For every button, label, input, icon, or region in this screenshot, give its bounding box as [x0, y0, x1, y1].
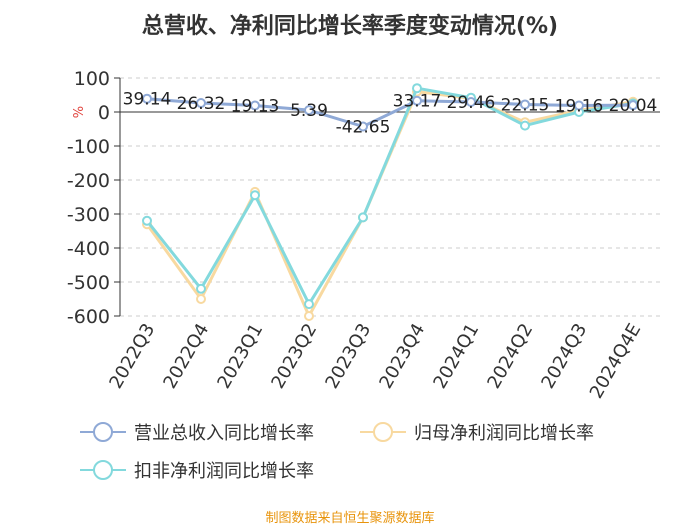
y-tick-label: -600	[67, 306, 110, 328]
data-point	[304, 299, 314, 310]
legend-swatch-marker	[373, 422, 393, 442]
x-tick-label: 2024Q3	[537, 320, 591, 392]
y-tick-label: 0	[98, 102, 110, 124]
data-label: 33.17	[393, 92, 442, 112]
data-point	[412, 95, 422, 106]
x-tick-label: 2023Q1	[213, 320, 267, 392]
data-label: 26.32	[177, 94, 226, 114]
data-point	[520, 120, 530, 131]
x-tick-label: 2023Q3	[321, 320, 375, 392]
x-tick-label: 2023Q4	[375, 320, 429, 392]
y-tick-label: -500	[67, 272, 110, 294]
y-tick-label: -400	[67, 238, 110, 260]
data-point	[196, 294, 206, 304]
data-point	[358, 121, 368, 132]
legend-label: 扣非净利润同比增长率	[134, 461, 314, 482]
y-unit-label: %	[72, 106, 87, 118]
y-tick-label: -100	[67, 136, 110, 158]
x-tick-label: 2022Q4	[159, 320, 213, 392]
legend-label: 归母净利润同比增长率	[414, 423, 594, 444]
data-label: 5.39	[290, 101, 328, 121]
series-lines	[142, 83, 638, 321]
data-point	[628, 100, 638, 111]
data-point	[466, 96, 476, 107]
data-point	[574, 100, 584, 111]
data-point	[142, 215, 152, 226]
legend-swatch-marker	[93, 422, 113, 442]
data-point	[250, 100, 260, 111]
data-label: 20.04	[609, 96, 658, 116]
legend-label: 营业总收入同比增长率	[134, 423, 314, 444]
x-tick-label: 2024Q2	[483, 320, 537, 392]
data-point	[250, 190, 260, 201]
chart-title: 总营收、净利同比增长率季度变动情况(%)	[141, 14, 559, 39]
data-point	[304, 105, 314, 116]
legend-swatch-marker	[93, 460, 113, 480]
y-tick-label: -200	[67, 170, 110, 192]
data-point	[412, 83, 422, 94]
data-label: 29.46	[447, 93, 496, 113]
x-tick-label: 2023Q2	[267, 320, 321, 392]
x-tick-label: 2022Q3	[105, 320, 159, 392]
data-label: 22.15	[501, 95, 550, 115]
data-point	[304, 311, 314, 321]
data-point	[520, 99, 530, 110]
y-tick-label: -300	[67, 204, 110, 226]
data-label: 19.13	[231, 96, 280, 116]
data-point	[196, 283, 206, 294]
data-label: 39.14	[123, 90, 172, 110]
data-label: 19.16	[555, 96, 604, 116]
data-point	[142, 93, 152, 104]
data-point	[196, 98, 206, 109]
x-tick-label: 2024Q1	[429, 320, 483, 392]
x-tick-label: 2024Q4E	[586, 320, 646, 402]
source-note: 制图数据来自恒生聚源数据库	[265, 511, 435, 526]
data-label: -42.65	[336, 118, 391, 138]
series-line	[146, 97, 634, 129]
y-tick-label: 100	[74, 68, 110, 90]
series-line	[145, 86, 634, 306]
data-point	[358, 212, 368, 223]
